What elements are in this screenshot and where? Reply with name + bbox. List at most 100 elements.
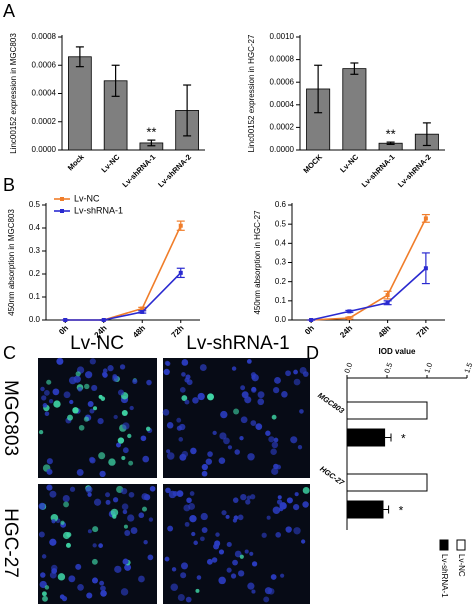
nucleus bbox=[122, 509, 128, 515]
nucleus bbox=[124, 563, 132, 571]
nucleus bbox=[122, 422, 130, 430]
legend-swatch bbox=[439, 539, 449, 551]
nucleus bbox=[141, 493, 149, 500]
bar bbox=[68, 56, 92, 151]
nucleus bbox=[201, 463, 208, 471]
nucleus bbox=[218, 457, 226, 464]
nucleus bbox=[239, 435, 244, 441]
x-tick-label: Lv-shRNA-2 bbox=[156, 152, 193, 189]
legend-label: Lv-NC bbox=[74, 193, 100, 203]
nucleus bbox=[299, 366, 307, 374]
marker bbox=[385, 293, 390, 298]
nucleus bbox=[100, 585, 106, 592]
nucleus bbox=[191, 531, 196, 537]
x-tick-label: Mock bbox=[66, 152, 87, 173]
micrograph-column-label: Lv-shRNA-1 bbox=[186, 333, 289, 354]
y-axis-label: Linc00152 expression in MGC803 bbox=[9, 33, 18, 154]
nucleus bbox=[72, 407, 79, 414]
nucleus bbox=[171, 567, 177, 572]
nucleus bbox=[290, 436, 298, 444]
nucleus bbox=[178, 437, 184, 442]
y-tick-label: 0.0002 bbox=[32, 117, 57, 126]
nucleus bbox=[102, 372, 108, 378]
nucleus bbox=[132, 378, 138, 384]
nucleus bbox=[179, 423, 186, 431]
nucleus bbox=[73, 375, 81, 383]
nucleus bbox=[286, 497, 293, 504]
y-tick-label: 0.0008 bbox=[270, 55, 295, 64]
nucleus bbox=[76, 468, 84, 476]
nucleus bbox=[108, 458, 116, 466]
bar bbox=[346, 401, 428, 420]
nucleus bbox=[181, 359, 189, 366]
marker bbox=[347, 316, 352, 321]
nucleus bbox=[200, 536, 205, 542]
nucleus bbox=[98, 543, 103, 548]
nucleus bbox=[41, 591, 47, 597]
nucleus bbox=[257, 391, 265, 399]
nucleus bbox=[247, 582, 255, 590]
nucleus bbox=[215, 532, 220, 537]
nucleus bbox=[40, 572, 46, 578]
nucleus bbox=[186, 497, 192, 504]
nucleus bbox=[65, 542, 71, 548]
x-tick-label: Lv-shRNA-1 bbox=[360, 152, 397, 189]
y-tick-label: 0.0010 bbox=[270, 32, 295, 41]
x-tick-label: Lv-NC bbox=[338, 152, 360, 174]
nucleus bbox=[49, 490, 57, 498]
y-tick-label: 0.0 bbox=[29, 315, 41, 324]
nucleus bbox=[121, 455, 126, 461]
nucleus bbox=[46, 379, 52, 385]
nucleus bbox=[77, 584, 84, 591]
nucleus bbox=[232, 518, 238, 523]
nucleus bbox=[297, 445, 303, 450]
nucleus bbox=[218, 549, 225, 555]
nucleus bbox=[205, 458, 213, 465]
y-tick-label: 0.0000 bbox=[32, 145, 57, 154]
series-line bbox=[311, 218, 427, 321]
nucleus bbox=[251, 375, 256, 380]
y-tick-label: MGC803 bbox=[316, 391, 346, 416]
nucleus bbox=[249, 551, 254, 556]
marker bbox=[140, 306, 145, 311]
nucleus bbox=[192, 397, 199, 404]
nucleus bbox=[124, 530, 131, 536]
x-tick-label: 72h bbox=[170, 323, 186, 339]
y-tick-label: 0.1 bbox=[29, 292, 41, 301]
y-tick-label: 0.0004 bbox=[270, 100, 295, 109]
nucleus bbox=[170, 583, 179, 592]
nucleus bbox=[112, 497, 119, 503]
nucleus bbox=[277, 495, 282, 500]
legend-marker bbox=[60, 209, 64, 213]
nucleus bbox=[218, 576, 226, 585]
nucleus bbox=[83, 416, 90, 422]
y-axis-label: 450nm absorption in HGC-27 bbox=[253, 210, 262, 315]
nucleus bbox=[221, 510, 227, 516]
nucleus bbox=[163, 368, 170, 376]
nucleus bbox=[48, 399, 54, 404]
nucleus bbox=[302, 487, 310, 494]
nucleus bbox=[196, 575, 202, 580]
legend-label: Lv-shRNA-1 bbox=[74, 205, 123, 215]
x-tick-label: 24h bbox=[338, 323, 354, 339]
nucleus bbox=[181, 450, 189, 458]
nucleus bbox=[66, 532, 72, 538]
x-tick-label: MOCK bbox=[301, 152, 324, 175]
nucleus bbox=[138, 575, 145, 583]
nucleus bbox=[92, 526, 99, 533]
nucleus bbox=[226, 541, 232, 548]
marker bbox=[423, 216, 428, 221]
nucleus bbox=[38, 531, 45, 538]
nucleus bbox=[240, 416, 248, 424]
nucleus bbox=[280, 573, 285, 578]
nucleus bbox=[185, 596, 192, 603]
nucleus bbox=[62, 494, 70, 503]
nucleus bbox=[121, 503, 129, 510]
nucleus bbox=[100, 590, 107, 597]
nucleus bbox=[149, 485, 156, 492]
nucleus bbox=[183, 504, 191, 512]
y-tick-label: 0.2 bbox=[275, 277, 287, 286]
nucleus bbox=[251, 589, 256, 594]
nucleus bbox=[75, 371, 81, 377]
nucleus bbox=[87, 401, 94, 407]
